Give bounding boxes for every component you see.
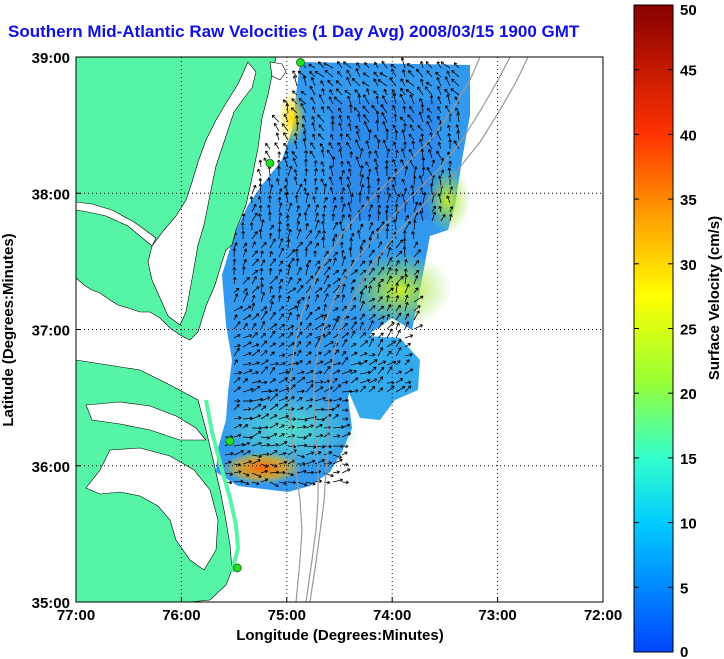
x-tick-label: 74:00 bbox=[373, 607, 411, 624]
colorbar-tick-label: 20 bbox=[680, 386, 697, 403]
velocity-field bbox=[216, 57, 470, 492]
radar-station-marker bbox=[232, 563, 242, 573]
x-axis-ticks: 77:00 76:00 75:00 74:00 73:00 72:00 bbox=[57, 597, 622, 624]
colorbar-ticks: 0 5 10 15 20 25 30 35 40 45 50 bbox=[634, 2, 697, 659]
albemarle-sound bbox=[85, 401, 207, 441]
y-tick-label: 36:00 bbox=[32, 459, 70, 476]
x-axis-label: Longitude (Degrees:Minutes) bbox=[236, 627, 444, 644]
colorbar-gradient bbox=[633, 4, 674, 653]
colorbar-tick-label: 30 bbox=[680, 257, 697, 274]
colorbar-tick-label: 45 bbox=[680, 63, 697, 80]
velocity-ne-hotspot bbox=[278, 90, 306, 146]
colorbar-tick-label: 15 bbox=[680, 451, 697, 468]
radar-station-marker bbox=[265, 158, 275, 168]
colorbar-tick-label: 40 bbox=[680, 127, 697, 144]
bays bbox=[76, 61, 287, 571]
pamlico-sound bbox=[85, 447, 219, 571]
velocity-field-south-extension bbox=[350, 335, 420, 420]
y-tick-label: 35:00 bbox=[32, 595, 70, 612]
chesapeake-bay bbox=[147, 61, 257, 326]
colorbar: 0 5 10 15 20 25 30 35 40 45 50 Surface Velocity (c… bbox=[633, 2, 723, 659]
x-tick-label: 73:00 bbox=[478, 607, 516, 624]
y-tick-label: 39:00 bbox=[32, 50, 70, 67]
x-tick-label: 77:00 bbox=[57, 607, 95, 624]
velocity-north-edge-hotspot bbox=[426, 166, 470, 234]
land-outer-banks bbox=[204, 399, 241, 573]
x-tick-label: 72:00 bbox=[584, 607, 622, 624]
y-axis-label: Latitude (Degrees:Minutes) bbox=[0, 233, 17, 426]
delaware-bay bbox=[269, 61, 287, 81]
grid-lines bbox=[76, 57, 603, 602]
colorbar-tick-label: 25 bbox=[680, 322, 697, 339]
colorbar-tick-label: 35 bbox=[680, 192, 697, 209]
y-axis-ticks: 35:00 36:00 37:00 38:00 39:00 bbox=[32, 50, 81, 612]
colorbar-tick-label: 50 bbox=[680, 2, 697, 19]
colorbar-tick-label: 5 bbox=[680, 580, 688, 597]
velocity-hatteras-hotspot bbox=[222, 452, 302, 484]
y-tick-label: 38:00 bbox=[32, 186, 70, 203]
potomac-river bbox=[76, 201, 157, 247]
colorbar-label: Surface Velocity (cm/s) bbox=[706, 216, 723, 380]
radar-station-marker bbox=[296, 58, 305, 67]
velocity-field-dark-patch bbox=[330, 100, 440, 220]
radar-stations bbox=[225, 58, 305, 573]
y-tick-label: 37:00 bbox=[32, 323, 70, 340]
bathymetry-contours bbox=[289, 57, 529, 602]
colorbar-tick-label: 0 bbox=[680, 644, 688, 659]
radar-station-marker bbox=[225, 436, 235, 446]
x-tick-label: 75:00 bbox=[268, 607, 306, 624]
x-tick-label: 76:00 bbox=[162, 607, 200, 624]
chart-title: Southern Mid-Atlantic Raw Velocities (1 … bbox=[8, 22, 580, 41]
velocity-east-hotspot bbox=[348, 252, 452, 328]
colorbar-tick-label: 10 bbox=[680, 516, 697, 533]
